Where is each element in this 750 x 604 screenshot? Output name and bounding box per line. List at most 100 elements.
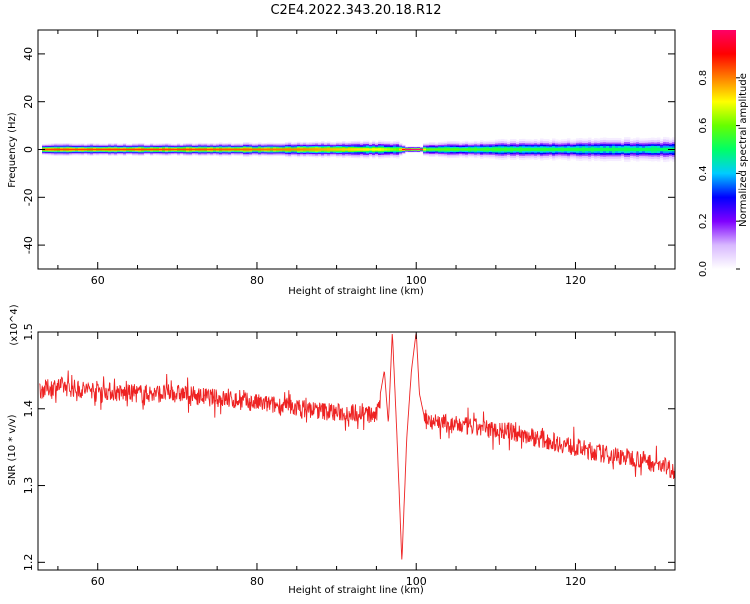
spectrogram-cell <box>123 148 127 151</box>
snr-ytick-label: 1.2 <box>22 554 35 572</box>
spectrogram-cell <box>393 148 397 151</box>
spectrogram-cell <box>162 148 166 151</box>
spectrogram-cell <box>666 147 670 152</box>
figure-title: C2E4.2022.343.20.18.R12 <box>270 3 441 18</box>
spectrogram-cell <box>93 148 97 151</box>
spectrogram-cell <box>228 148 232 151</box>
spectrogram-cell <box>90 148 94 151</box>
spectrogram-cell <box>342 148 346 151</box>
spectrogram-cell <box>465 148 469 151</box>
snr-multiplier: (x10^4) <box>9 304 20 345</box>
spectrogram-cell <box>72 148 76 151</box>
spectrogram-cell <box>618 147 622 152</box>
snr-xtick-label: 80 <box>250 575 264 588</box>
spectrogram-cell <box>48 148 52 151</box>
spectrogram-cell <box>426 148 430 151</box>
spectrogram-cell <box>522 147 526 152</box>
spectrogram-cell <box>174 148 178 151</box>
spectrogram-cell <box>519 147 523 152</box>
spectrogram-cell <box>87 148 91 151</box>
spectrogram-cell <box>507 148 511 151</box>
spectrogram-cell <box>588 147 592 152</box>
spectrogram-cell <box>177 148 181 151</box>
spectrogram-cell <box>63 148 67 151</box>
spectrogram-cell <box>645 147 649 152</box>
spectrogram-cell <box>60 148 64 151</box>
spectrogram-cell <box>390 148 394 151</box>
spectrogram-cell <box>414 149 418 150</box>
spectrogram-cell <box>549 148 553 151</box>
spectrogram-cell <box>51 148 55 151</box>
snr-ytick-label: 1.3 <box>22 477 35 495</box>
spectrogram-cell <box>213 148 217 151</box>
spectrogram-cell <box>159 148 163 151</box>
spectrogram-cell <box>165 148 169 151</box>
spectrogram-cell <box>444 148 448 151</box>
spectrogram-cell <box>129 148 133 151</box>
spectrogram-cell <box>366 148 370 151</box>
spectrogram-cell <box>537 148 541 151</box>
spectrogram-cell <box>405 149 409 150</box>
colorbar-tick-label: 0.2 <box>698 213 709 229</box>
spectrogram-cell <box>660 147 664 152</box>
spectrogram-cell <box>639 147 643 152</box>
snr-ylabel: SNR (10 * v/v) <box>7 414 18 485</box>
spectrogram-cell <box>102 148 106 151</box>
spectrogram-cell <box>69 148 73 151</box>
snr-ticks: 60 80 100 120 1.2 1.3 1.4 1.5 <box>22 323 675 588</box>
spectrogram-cell <box>435 148 439 151</box>
spectrogram-cell <box>225 148 229 151</box>
spectrogram-cell <box>468 148 472 151</box>
spectrogram-cell <box>471 148 475 151</box>
spectrogram-cell <box>534 147 538 152</box>
spectrogram-cell <box>363 148 367 151</box>
spectrogram-cell <box>420 149 424 150</box>
spectrogram-cell <box>99 148 103 151</box>
spectrogram-cell <box>111 148 115 151</box>
spectrogram-cell <box>492 148 496 151</box>
spectrogram-ticks: 60 80 100 120 40 20 0 -20 -40 <box>22 30 675 287</box>
spectrogram-cell <box>552 147 556 152</box>
spectrogram-cell <box>108 148 112 151</box>
spectrogram-panel: 60 80 100 120 40 20 0 -20 -40 Height of straight… <box>7 29 676 297</box>
spectrogram-cell <box>651 147 655 152</box>
spectrogram-cell <box>138 148 142 151</box>
spectrogram-cell <box>78 148 82 151</box>
spectrogram-cell <box>120 148 124 151</box>
spectrogram-cell <box>282 148 286 151</box>
spectrogram-cell <box>315 148 319 151</box>
spectrogram-cell <box>180 148 184 151</box>
colorbar-gradient <box>712 30 736 269</box>
snr-panel: 60 80 100 120 1.2 1.3 1.4 1.5 Height of straigh… <box>7 304 676 596</box>
spectrogram-cell <box>372 148 376 151</box>
snr-axes-frame <box>37 331 676 571</box>
spectrogram-cell <box>474 148 478 151</box>
spectrogram-cell <box>81 148 85 151</box>
spectrogram-xlabel: Height of straight line (km) <box>288 286 424 297</box>
spectrogram-cell <box>54 148 58 151</box>
spectrogram-cell <box>402 148 406 151</box>
spectrogram-cell <box>447 148 451 151</box>
spectrogram-cell <box>168 148 172 151</box>
spectrogram-cell <box>183 148 187 151</box>
spectrogram-cell <box>135 148 139 151</box>
spectrogram-cell <box>486 148 490 151</box>
spectrogram-cell <box>591 147 595 152</box>
spectrogram-cell <box>126 148 130 151</box>
spectrogram-cell <box>186 148 190 151</box>
spectrogram-cell <box>612 147 616 152</box>
spectrogram-cell <box>171 148 175 151</box>
spectrogram-cell <box>219 148 223 151</box>
spectrogram-cell <box>273 148 277 151</box>
spectrogram-ytick-label: 20 <box>22 95 35 109</box>
spectrogram-cell <box>573 148 577 151</box>
spectrogram-ylabel: Frequency (Hz) <box>7 112 18 188</box>
spectrogram-cell <box>150 148 154 151</box>
colorbar-tick-label: 0.4 <box>698 165 709 181</box>
spectrogram-cell <box>615 147 619 152</box>
spectrogram-cell <box>498 147 502 152</box>
spectrogram-cell <box>648 147 652 152</box>
spectrogram-cell <box>303 148 307 151</box>
spectrogram-cell <box>333 148 337 151</box>
